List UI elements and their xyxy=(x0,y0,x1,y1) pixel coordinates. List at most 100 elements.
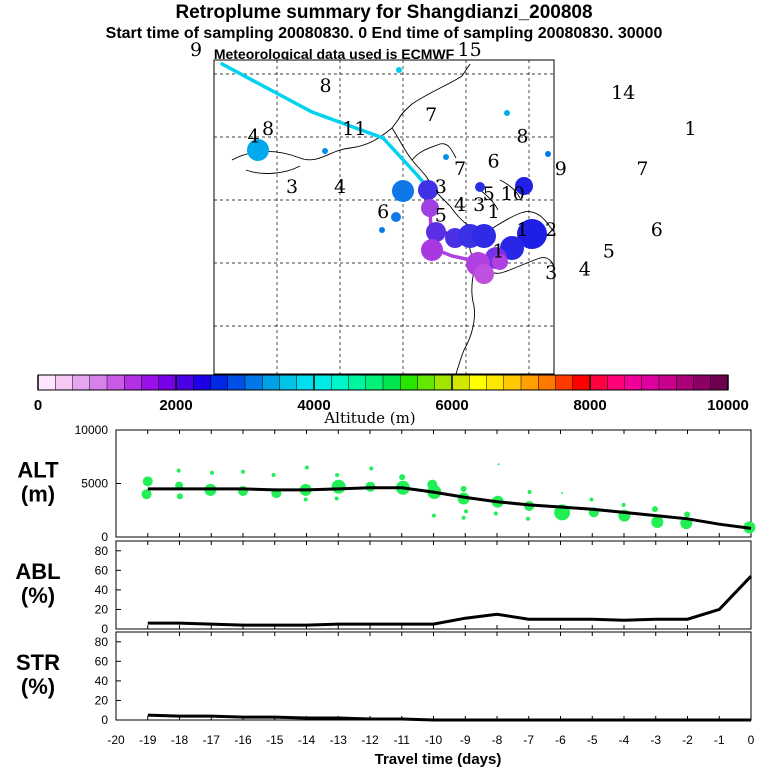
colorbar-swatch xyxy=(503,375,522,390)
colorbar-swatch xyxy=(400,375,418,390)
altitude-scatter-point xyxy=(621,502,626,507)
colorbar-swatch xyxy=(38,375,56,390)
coastline xyxy=(231,103,413,161)
abl-panel-ytick-label: 40 xyxy=(95,583,109,597)
colorbar-swatch xyxy=(624,375,643,390)
plume-circle xyxy=(504,110,510,116)
altitude-scatter-point xyxy=(527,490,532,495)
plume-circle xyxy=(492,254,508,270)
altitude-scatter-point xyxy=(331,479,346,494)
colorbar-swatch xyxy=(572,375,591,390)
map-day-label: 6 xyxy=(651,219,663,241)
plume-circle xyxy=(443,154,449,160)
x-tick-label: -14 xyxy=(298,733,316,747)
colorbar-swatch xyxy=(89,375,108,390)
colorbar-swatch xyxy=(193,375,211,390)
x-tick-label: -13 xyxy=(330,733,348,747)
map-day-label: 3 xyxy=(286,176,298,198)
altitude-panel-label: (m) xyxy=(21,482,55,507)
colorbar-swatch xyxy=(590,375,608,390)
colorbar-swatch xyxy=(262,375,280,390)
plume-circle xyxy=(391,212,401,222)
x-tick-label: -5 xyxy=(587,733,598,747)
colorbar-swatch xyxy=(348,375,367,390)
str-panel-frame xyxy=(115,631,752,721)
colorbar-swatch xyxy=(210,375,229,390)
altitude-scatter-point xyxy=(335,472,340,477)
abl-panel-frame xyxy=(115,540,752,630)
colorbar-swatch xyxy=(331,375,349,390)
colorbar-swatch xyxy=(314,375,332,390)
colorbar-swatch xyxy=(676,375,694,390)
colorbar-title: Altitude (m) xyxy=(323,409,415,427)
map-day-label: 4 xyxy=(248,125,260,147)
colorbar-swatch xyxy=(55,375,73,390)
altitude-scatter-point xyxy=(210,470,215,475)
coastline xyxy=(468,225,555,274)
colorbar-swatch xyxy=(434,375,453,390)
coastline xyxy=(411,63,471,105)
str-panel-ytick-label: 80 xyxy=(95,635,109,649)
altitude-scatter-point xyxy=(176,493,183,500)
map-day-label: 1 xyxy=(492,241,504,263)
altitude-scatter-point xyxy=(369,466,374,471)
coastline xyxy=(449,205,555,233)
str-panel-ytick-label: 0 xyxy=(101,713,108,727)
map-day-label: 10 xyxy=(501,183,525,205)
altitude-scatter-point xyxy=(461,515,466,520)
str-panel: STR(%) 80 60 40 20 0 xyxy=(16,631,752,727)
colorbar-swatch xyxy=(72,375,91,390)
altitude-scatter-point xyxy=(304,465,309,470)
altitude-scatter-point xyxy=(176,468,181,473)
coastline xyxy=(499,179,521,199)
abl-panel-label: (%) xyxy=(21,583,55,608)
map-day-label: 9 xyxy=(555,158,567,180)
colorbar-swatch xyxy=(365,375,384,390)
coastline xyxy=(455,261,477,375)
str-panel-ytick-label: 60 xyxy=(95,654,109,668)
plume-circle xyxy=(247,139,269,161)
colorbar-swatch xyxy=(158,375,177,390)
altitude-scatter-point xyxy=(589,497,594,502)
colorbar-tick-label: 6000 xyxy=(435,397,468,414)
altitude-scatter-point xyxy=(142,476,153,487)
map-day-label: 14 xyxy=(611,82,635,104)
colorbar-swatch xyxy=(279,375,298,390)
altitude-panel-label: ALT xyxy=(17,458,59,483)
x-tick-label: -4 xyxy=(619,733,630,747)
altitude-scatter-point xyxy=(464,509,469,514)
abl-panel-ytick-label: 20 xyxy=(95,602,109,616)
plume-circle xyxy=(517,219,547,249)
colorbar-tick-label: 4000 xyxy=(297,397,330,414)
x-tick-label: -20 xyxy=(107,733,125,747)
x-tick-label: -12 xyxy=(361,733,379,747)
colorbar-tick-label: 2000 xyxy=(159,397,192,414)
map-day-label: 9 xyxy=(190,39,202,61)
map-day-label: 3 xyxy=(473,194,485,216)
abl-panel-label: ABL xyxy=(15,559,60,584)
map-day-label: 11 xyxy=(342,118,366,140)
altitude-scatter-point xyxy=(497,463,500,466)
x-tick-label: -11 xyxy=(394,733,411,747)
colorbar-swatch xyxy=(469,375,487,390)
map-day-label: 8 xyxy=(320,75,332,97)
x-tick-label: -6 xyxy=(555,733,566,747)
altitude-scatter-point xyxy=(271,472,276,477)
chart-title: Retroplume summary for Shangdianzi_20080… xyxy=(175,2,593,23)
colorbar-tick-label: 8000 xyxy=(573,397,606,414)
map-day-label: 1 xyxy=(684,118,696,140)
plume-circle xyxy=(545,151,551,157)
plume-circle xyxy=(475,182,485,192)
plume-circle xyxy=(379,227,385,233)
plume-circle xyxy=(515,177,533,195)
colorbar-swatch xyxy=(538,375,556,390)
plume-circle xyxy=(322,148,328,154)
sampling-time-subtitle: Start time of sampling 20080830. 0 End t… xyxy=(105,25,663,42)
altitude-scatter-point xyxy=(493,511,498,516)
altitude-scatter-point xyxy=(525,516,530,521)
plume-path-cyan xyxy=(220,62,430,190)
str-panel-label: STR xyxy=(16,650,60,675)
plume-circle xyxy=(421,239,443,261)
colorbar: 0 2000 4000 6000 8000 10000 Altitude (m) xyxy=(34,374,749,427)
